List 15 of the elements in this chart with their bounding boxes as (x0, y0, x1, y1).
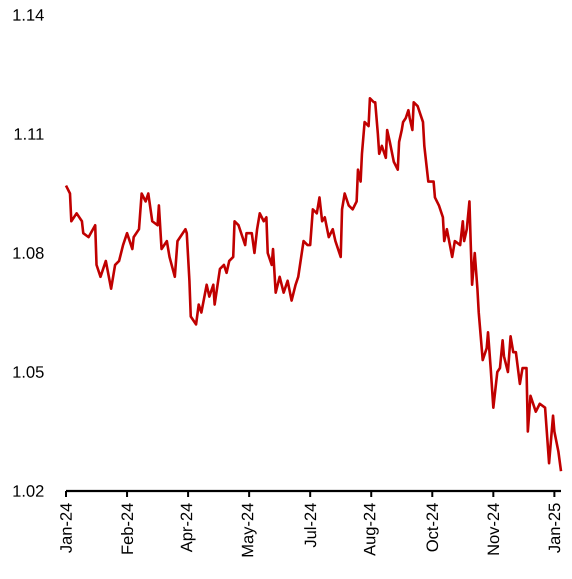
x-tick-label: May-24 (242, 503, 257, 556)
x-tick-label: Oct-24 (426, 503, 438, 552)
x-tick-label: Aug-24 (364, 503, 379, 556)
y-tick-label: 1.05 (13, 366, 44, 378)
x-tick-label: Feb-24 (120, 503, 134, 554)
x-tick-label: Jan-24 (60, 503, 72, 553)
y-tick-label: 1.02 (13, 485, 44, 497)
x-tick-label: Jul-24 (304, 503, 316, 548)
y-tick-label: 1.11 (14, 128, 44, 140)
x-tick-label: Apr-24 (180, 503, 196, 552)
x-tick-label: Jan-25 (548, 503, 560, 553)
line-series (64, 96, 562, 472)
x-tick-label: Nov-24 (487, 503, 500, 555)
y-tick-label: 1.14 (13, 9, 44, 21)
y-tick-label: 1.08 (13, 247, 44, 259)
